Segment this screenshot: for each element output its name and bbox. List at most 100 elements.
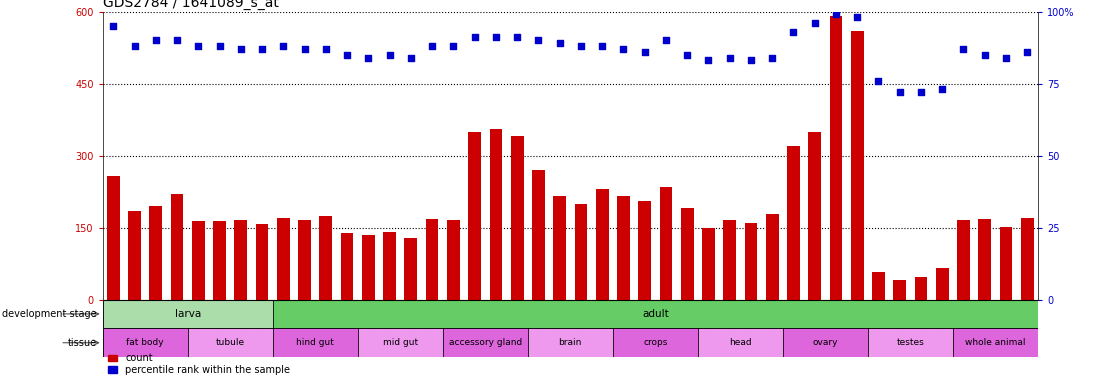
Bar xyxy=(723,220,737,300)
Bar xyxy=(490,129,502,300)
Bar xyxy=(425,219,439,300)
Point xyxy=(806,20,824,26)
Bar xyxy=(766,214,779,300)
Text: accessory gland: accessory gland xyxy=(449,338,522,347)
Bar xyxy=(404,238,417,300)
Bar xyxy=(893,280,906,300)
Bar xyxy=(744,223,758,300)
Point xyxy=(954,46,972,52)
Bar xyxy=(787,146,800,300)
Bar xyxy=(383,232,396,300)
Text: mid gut: mid gut xyxy=(383,338,417,347)
Bar xyxy=(868,328,953,357)
Bar xyxy=(103,328,187,357)
Point xyxy=(211,43,229,49)
Text: testes: testes xyxy=(896,338,924,347)
Text: head: head xyxy=(729,338,752,347)
Bar xyxy=(171,194,183,300)
Text: fat body: fat body xyxy=(126,338,164,347)
Bar xyxy=(575,204,587,300)
Bar xyxy=(1000,227,1012,300)
Bar xyxy=(829,16,843,300)
Bar xyxy=(234,220,248,300)
Bar xyxy=(277,218,290,300)
Point xyxy=(296,46,314,52)
Bar xyxy=(1021,218,1033,300)
Bar xyxy=(187,328,272,357)
Bar xyxy=(103,300,272,328)
Text: ovary: ovary xyxy=(812,338,838,347)
Bar xyxy=(128,211,141,300)
Point xyxy=(1018,49,1036,55)
Point xyxy=(869,78,887,84)
Text: whole animal: whole animal xyxy=(965,338,1026,347)
Point xyxy=(933,86,951,92)
Point xyxy=(848,14,866,20)
Bar xyxy=(256,223,269,300)
Bar xyxy=(681,208,693,300)
Bar xyxy=(953,328,1038,357)
Bar xyxy=(319,215,333,300)
Point xyxy=(253,46,271,52)
Point xyxy=(679,52,696,58)
Bar xyxy=(613,328,698,357)
Bar xyxy=(340,233,354,300)
Bar xyxy=(698,328,782,357)
Point xyxy=(126,43,144,49)
Point xyxy=(487,35,504,41)
Text: GDS2784 / 1641089_s_at: GDS2784 / 1641089_s_at xyxy=(103,0,279,10)
Point xyxy=(594,43,612,49)
Point xyxy=(190,43,208,49)
Bar xyxy=(979,219,991,300)
Bar xyxy=(362,235,375,300)
Bar xyxy=(469,131,481,300)
Legend: count, percentile rank within the sample: count, percentile rank within the sample xyxy=(107,353,290,375)
Point xyxy=(975,52,993,58)
Bar xyxy=(532,170,545,300)
Bar xyxy=(272,300,1038,328)
Point xyxy=(615,46,633,52)
Point xyxy=(465,35,483,41)
Point xyxy=(381,52,398,58)
Bar xyxy=(936,268,949,300)
Point xyxy=(402,55,420,61)
Point xyxy=(721,55,739,61)
Point xyxy=(763,55,781,61)
Bar xyxy=(192,221,204,300)
Point xyxy=(573,43,590,49)
Text: tissue: tissue xyxy=(68,338,97,348)
Bar xyxy=(915,277,927,300)
Point xyxy=(912,89,930,95)
Text: hind gut: hind gut xyxy=(296,338,334,347)
Bar xyxy=(358,328,443,357)
Bar xyxy=(150,206,162,300)
Point xyxy=(147,37,165,43)
Bar xyxy=(443,328,528,357)
Bar xyxy=(958,220,970,300)
Bar xyxy=(596,189,608,300)
Point xyxy=(232,46,250,52)
Text: larva: larva xyxy=(174,309,201,319)
Bar xyxy=(702,228,715,300)
Bar xyxy=(638,201,651,300)
Bar xyxy=(448,220,460,300)
Text: tubule: tubule xyxy=(215,338,244,347)
Point xyxy=(508,35,526,41)
Bar xyxy=(528,328,613,357)
Bar xyxy=(872,272,885,300)
Point xyxy=(657,37,675,43)
Point xyxy=(338,52,356,58)
Point xyxy=(742,58,760,64)
Bar xyxy=(554,196,566,300)
Point xyxy=(359,55,377,61)
Bar xyxy=(511,136,523,300)
Point xyxy=(444,43,462,49)
Text: brain: brain xyxy=(559,338,581,347)
Bar xyxy=(213,221,225,300)
Point xyxy=(891,89,908,95)
Bar xyxy=(850,31,864,300)
Point xyxy=(997,55,1014,61)
Text: adult: adult xyxy=(642,309,668,319)
Point xyxy=(317,46,335,52)
Bar xyxy=(107,176,119,300)
